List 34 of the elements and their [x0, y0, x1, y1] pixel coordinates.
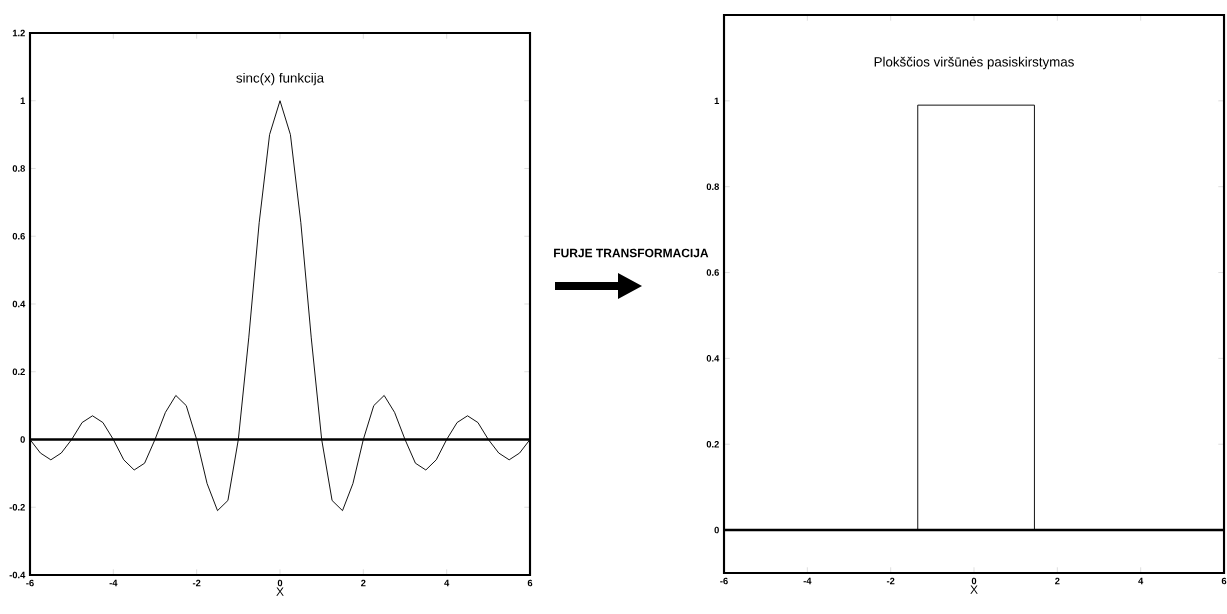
y-tick-label: -0.4: [9, 571, 26, 579]
x-axis-title: X: [276, 587, 284, 596]
y-tick-label: 0.2: [12, 368, 25, 376]
x-tick-label: 6: [527, 579, 533, 587]
x-axis-title: X: [970, 585, 978, 594]
y-tick-label: 0: [20, 436, 25, 443]
y-tick-label: 0.8: [706, 183, 719, 190]
x-tick-label: -2: [886, 577, 895, 585]
x-tick-label: -4: [803, 577, 812, 585]
text: Plokščios viršūnės pasiskirstymas: [874, 56, 1074, 70]
y-tick-label: 1: [714, 97, 720, 105]
x-tick-label: -2: [192, 579, 201, 587]
y-tick-label: 0.4: [12, 300, 26, 308]
x-tick-label: -4: [109, 579, 118, 587]
y-tick-label: 0: [714, 526, 719, 534]
x-tick-label: 0: [971, 577, 977, 585]
x-tick-label: 2: [361, 579, 366, 587]
y-tick-label: 0.2: [706, 440, 719, 448]
y-tick-label: 0.6: [12, 232, 25, 240]
y-tick-label: 1.2: [12, 29, 25, 37]
text: sinc(x) funkcija: [236, 72, 325, 86]
x-tick-label: 2: [1055, 577, 1060, 585]
y-tick-label: 0.4: [706, 355, 720, 362]
text: FURJE TRANSFORMACIJA: [554, 248, 709, 258]
x-tick-label: 4: [1138, 577, 1144, 585]
y-tick-label: 0.8: [12, 165, 25, 172]
x-tick-label: 4: [444, 579, 450, 587]
x-tick-label: 0: [277, 579, 283, 587]
x-tick-label: -6: [720, 577, 728, 585]
x-tick-label: 6: [1221, 577, 1227, 585]
x-tick-label: -6: [26, 579, 34, 587]
y-tick-label: 0.6: [706, 269, 719, 276]
y-tick-label: -0.2: [9, 503, 25, 511]
y-tick-label: 1: [20, 97, 26, 104]
